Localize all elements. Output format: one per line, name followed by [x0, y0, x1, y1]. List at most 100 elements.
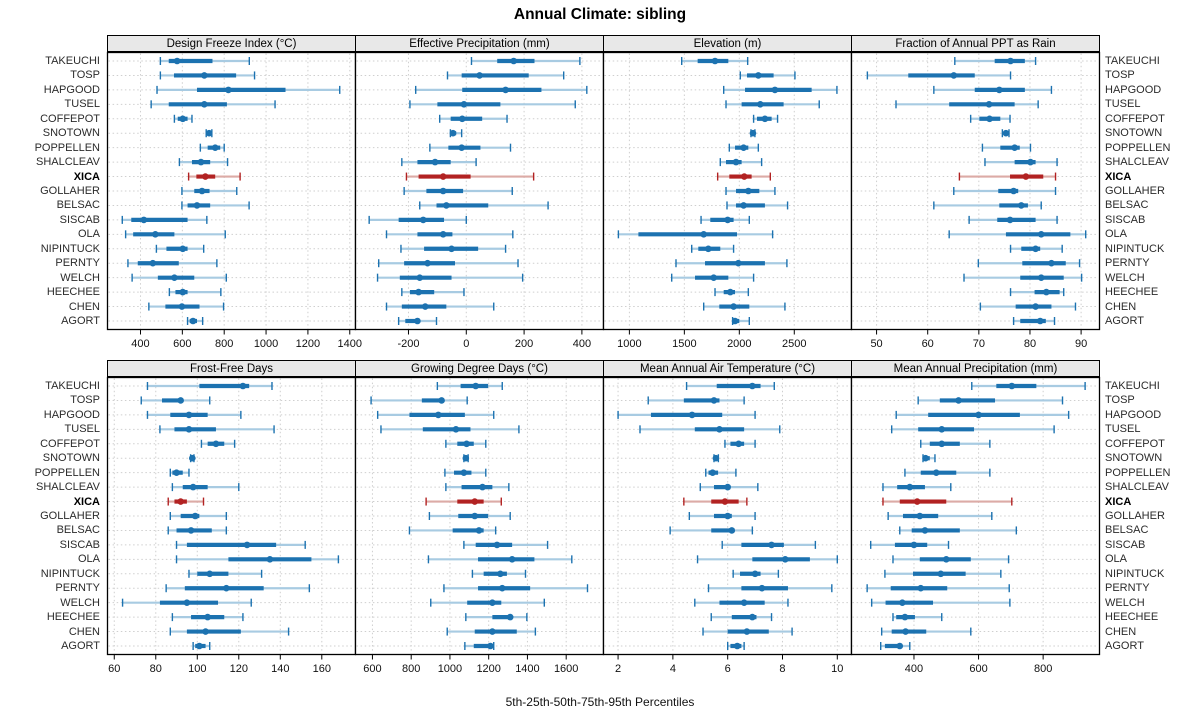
median-dot	[173, 469, 180, 476]
site-label-left: HAPGOOD	[43, 408, 100, 421]
median-dot	[902, 628, 909, 635]
median-dot	[497, 570, 504, 578]
median-dot	[735, 259, 742, 267]
median-dot	[1008, 382, 1016, 390]
interval-row	[385, 230, 514, 239]
site-label-right: PERNTY	[1105, 257, 1150, 270]
x-tick-label: 600	[363, 663, 381, 675]
median-dot	[188, 454, 196, 462]
median-dot	[196, 642, 203, 650]
site-label-right: BELSAC	[1105, 524, 1149, 537]
interval-row	[200, 439, 236, 448]
median-dot	[179, 288, 187, 296]
median-dot	[177, 397, 184, 404]
median-dot	[1032, 303, 1039, 310]
site-label-right: POPPELLEN	[1105, 141, 1171, 154]
median-dot	[913, 498, 921, 505]
site-label-left: SHALCLEAV	[36, 156, 100, 169]
median-dot	[730, 303, 737, 310]
interval-row	[167, 526, 228, 535]
interval-row	[702, 627, 793, 636]
site-label-right: HEECHEE	[1105, 611, 1159, 624]
interval-row	[696, 555, 838, 564]
interval-row	[675, 259, 788, 268]
median-dot	[171, 274, 178, 281]
median-dot	[198, 187, 206, 195]
x-tick-label: 400	[905, 663, 923, 675]
site-label-left: NIPINTUCK	[40, 567, 100, 580]
median-dot	[471, 512, 479, 520]
site-label-right: TOSP	[1105, 394, 1135, 407]
interval-row	[870, 598, 1011, 607]
panel-title: Design Freeze Index (°C)	[166, 37, 297, 50]
median-dot	[711, 57, 719, 65]
median-dot	[452, 426, 460, 433]
median-dot	[710, 397, 718, 404]
interval-row	[444, 468, 487, 477]
panel-plot: -200 0 200 400	[354, 51, 605, 350]
median-dot	[140, 216, 148, 224]
interval-row	[752, 114, 779, 123]
site-label-left: PERNTY	[55, 257, 100, 270]
interval-row	[446, 71, 565, 80]
site-label-right: GOLLAHER	[1105, 185, 1165, 197]
x-tick-label: 600	[969, 663, 987, 675]
interval-row	[617, 410, 756, 419]
median-dot	[225, 86, 232, 94]
site-label-right: AGORT	[1105, 315, 1144, 327]
median-dot	[755, 72, 762, 79]
interval-row-highlight	[958, 172, 1057, 181]
interval-row	[969, 114, 1011, 123]
panel-plot: 600 800 1000 1200 1400 1600	[354, 376, 605, 675]
site-label-right: TAKEUCHI	[1105, 55, 1160, 67]
panel-plot: 400 600 800 1000 1200 1400	[106, 51, 362, 350]
median-dot	[910, 541, 918, 549]
x-tick-label: 60	[922, 338, 934, 350]
interval-row	[963, 273, 1083, 282]
interval-row	[175, 540, 306, 549]
interval-row	[731, 317, 751, 325]
interval-row	[124, 230, 226, 239]
interval-row	[376, 410, 495, 419]
interval-row	[403, 187, 513, 195]
site-label-left: WELCH	[60, 271, 100, 284]
site-label-left: HEECHEE	[46, 286, 100, 299]
interval-row	[148, 302, 225, 311]
panel-strip: Fraction of Annual PPT as Rain	[851, 35, 1100, 52]
median-dot	[932, 469, 940, 476]
interval-row	[171, 483, 240, 492]
median-dot	[211, 144, 219, 151]
site-label-left: BELSAC	[56, 199, 100, 212]
median-dot	[896, 642, 904, 650]
median-dot	[266, 556, 274, 563]
median-dot	[510, 57, 517, 65]
interval-row	[922, 454, 936, 463]
interval-row	[714, 288, 750, 297]
x-tick-label: 1400	[515, 663, 539, 675]
interval-row	[121, 598, 252, 607]
median-dot	[901, 613, 909, 621]
x-tick-label: 800	[1034, 663, 1052, 675]
median-dot	[1032, 245, 1039, 253]
interval-row	[159, 425, 275, 434]
interval-row	[199, 143, 225, 152]
median-dot	[735, 440, 742, 448]
median-dot	[185, 426, 193, 433]
median-dot	[749, 613, 756, 621]
median-dot	[1037, 274, 1045, 281]
median-dot	[986, 115, 993, 123]
site-label-right: SHALCLEAV	[1105, 481, 1169, 494]
median-dot	[899, 599, 906, 606]
x-tick-label: 800	[215, 338, 233, 350]
interval-row	[471, 569, 527, 578]
x-tick-label: 2500	[782, 338, 806, 350]
interval-row	[954, 57, 1037, 65]
median-dot	[768, 541, 775, 549]
median-dot	[414, 317, 421, 325]
site-label-left: WELCH	[60, 596, 100, 609]
x-tick-label: 140	[271, 663, 289, 675]
interval-row	[378, 259, 519, 268]
x-tick-label: 1400	[338, 338, 362, 350]
median-dot	[757, 101, 764, 108]
median-dot	[449, 129, 457, 137]
